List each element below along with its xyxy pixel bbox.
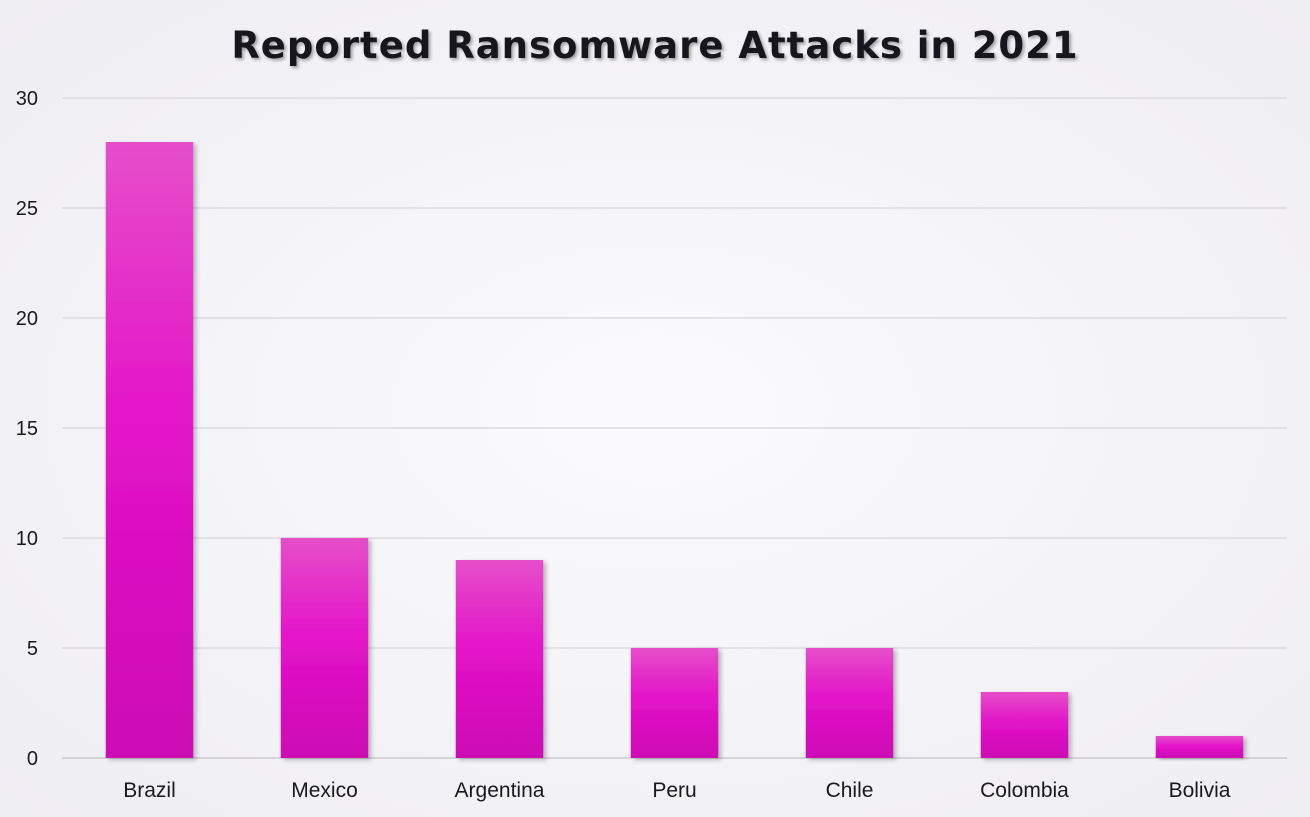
x-tick-label-colombia: Colombia <box>980 779 1069 802</box>
x-tick-label-chile: Chile <box>826 779 874 802</box>
x-tick-label-argentina: Argentina <box>455 779 545 802</box>
chart-title: Reported Ransomware Attacks in 2021 <box>231 24 1078 67</box>
y-axis-ticks: 0 5 10 15 20 25 30 <box>16 88 38 770</box>
y-tick-label: 5 <box>27 638 38 660</box>
y-tick-label: 30 <box>16 88 38 110</box>
bar-brazil <box>105 142 194 758</box>
gridlines <box>62 97 1287 759</box>
bar-bolivia <box>1155 736 1244 758</box>
bars <box>105 142 1244 758</box>
bar-argentina <box>455 560 544 758</box>
y-tick-label: 0 <box>27 748 38 770</box>
bar-colombia <box>980 692 1069 758</box>
y-tick-label: 20 <box>16 308 38 330</box>
x-axis-ticks: Brazil Mexico Argentina Peru Chile Colombia Bo… <box>123 779 1231 802</box>
y-tick-label: 25 <box>16 198 38 220</box>
y-tick-label: 15 <box>16 418 38 440</box>
bar-chile <box>805 648 894 758</box>
bar-peru <box>630 648 719 758</box>
x-tick-label-bolivia: Bolivia <box>1169 779 1231 802</box>
x-tick-label-brazil: Brazil <box>123 779 176 802</box>
x-tick-label-mexico: Mexico <box>291 779 358 802</box>
bar-mexico <box>280 538 369 758</box>
x-tick-label-peru: Peru <box>652 779 696 802</box>
y-tick-label: 10 <box>16 528 38 550</box>
